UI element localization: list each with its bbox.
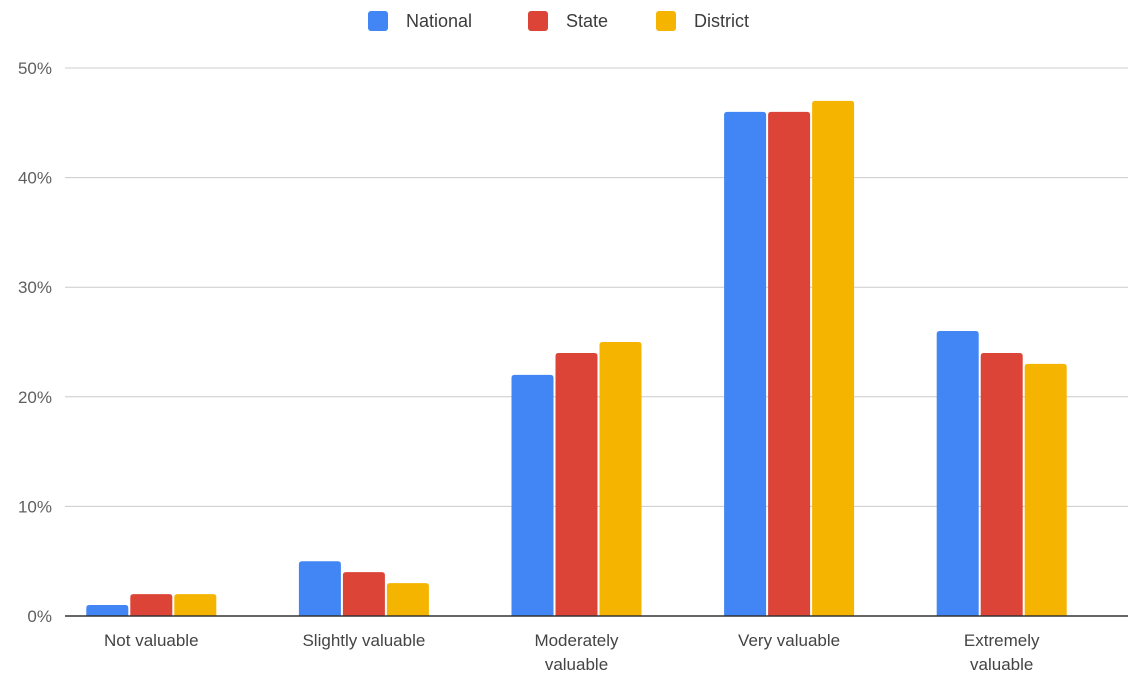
bar-national-1: [298, 561, 341, 616]
bar-district-1: [386, 583, 429, 616]
legend-label-district: District: [694, 11, 749, 31]
bar-national-0: [86, 605, 129, 616]
bars: [86, 100, 1067, 616]
bar-state-4: [980, 352, 1023, 616]
bar-state-0: [130, 594, 173, 616]
legend-swatch-district: [656, 11, 676, 31]
bar-district-3: [812, 100, 855, 616]
legend-label-state: State: [566, 11, 608, 31]
bar-state-3: [768, 111, 811, 616]
x-category-label: Moderately valuable: [534, 631, 619, 674]
bar-national-3: [724, 111, 767, 616]
y-tick-label: 40%: [18, 169, 52, 188]
y-tick-label: 50%: [18, 59, 52, 78]
bar-state-1: [342, 572, 385, 616]
x-category-label: Not valuable: [104, 631, 199, 650]
legend-swatch-national: [368, 11, 388, 31]
bar-national-4: [936, 331, 979, 616]
bar-national-2: [511, 374, 554, 616]
bar-district-0: [174, 594, 217, 616]
y-tick-label: 0%: [27, 607, 52, 626]
y-tick-label: 20%: [18, 388, 52, 407]
legend-label-national: National: [406, 11, 472, 31]
bar-district-2: [599, 342, 642, 616]
x-category-label: Very valuable: [738, 631, 840, 650]
legend-swatch-state: [528, 11, 548, 31]
x-category-label: Slightly valuable: [302, 631, 425, 650]
bar-state-2: [555, 352, 598, 616]
x-category-label: Extremely valuable: [964, 631, 1040, 674]
legend: National State District: [368, 11, 749, 31]
labels: 0% 10% 20% 30% 40% 50% Not valuable Slightly va…: [18, 59, 1040, 674]
bar-district-4: [1024, 363, 1067, 616]
y-tick-label: 10%: [18, 497, 52, 516]
y-tick-label: 30%: [18, 278, 52, 297]
